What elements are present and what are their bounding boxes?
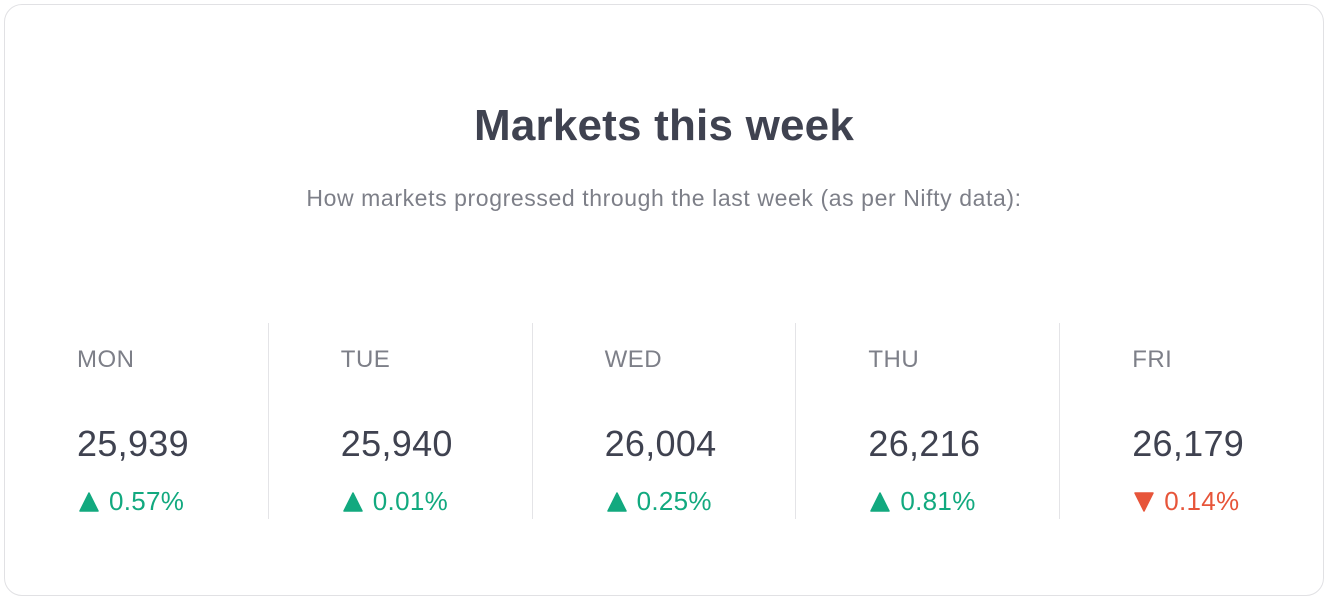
change-indicator: 0.14% [1132,486,1239,517]
change-percent: 0.01% [372,486,449,516]
change-indicator: 0.01% [341,486,448,517]
change-percent: 0.25% [636,486,712,516]
day-column-tue: TUE 25,940 0.01% [267,323,532,519]
index-value: 25,939 [77,423,189,464]
triangle-up-icon [343,491,363,512]
change-indicator: 0.57% [77,486,184,517]
triangle-up-icon [870,491,891,512]
day-label: WED [604,346,663,373]
card-subtitle: How markets progressed through the last … [306,185,1022,211]
change-indicator: 0.25% [605,486,712,517]
index-value: 26,004 [604,423,717,464]
day-column-wed: WED 26,004 0.25% [531,323,796,519]
day-label: TUE [340,346,391,373]
day-label: FRI [1132,346,1173,373]
change-indicator: 0.81% [868,486,975,517]
change-percent: 0.14% [1164,486,1240,516]
day-columns: MON 25,939 0.57% TUE 25,940 0.01% WED 26… [5,323,1323,519]
day-column-fri: FRI 26,179 0.14% [1059,323,1323,519]
triangle-up-icon [79,491,99,512]
card-title: Markets this week [473,101,855,150]
markets-card: Markets this week How markets progressed… [4,4,1324,596]
day-column-thu: THU 26,216 0.81% [795,323,1059,519]
triangle-up-icon [606,491,627,512]
index-value: 26,179 [1132,423,1245,464]
day-label: THU [868,346,920,373]
index-value: 26,216 [868,423,981,464]
day-label: MON [77,346,135,373]
triangle-down-icon [1134,491,1154,512]
index-value: 25,940 [340,423,453,464]
day-column-mon: MON 25,939 0.57% [5,323,268,519]
change-percent: 0.81% [900,486,976,516]
change-percent: 0.57% [109,486,185,516]
